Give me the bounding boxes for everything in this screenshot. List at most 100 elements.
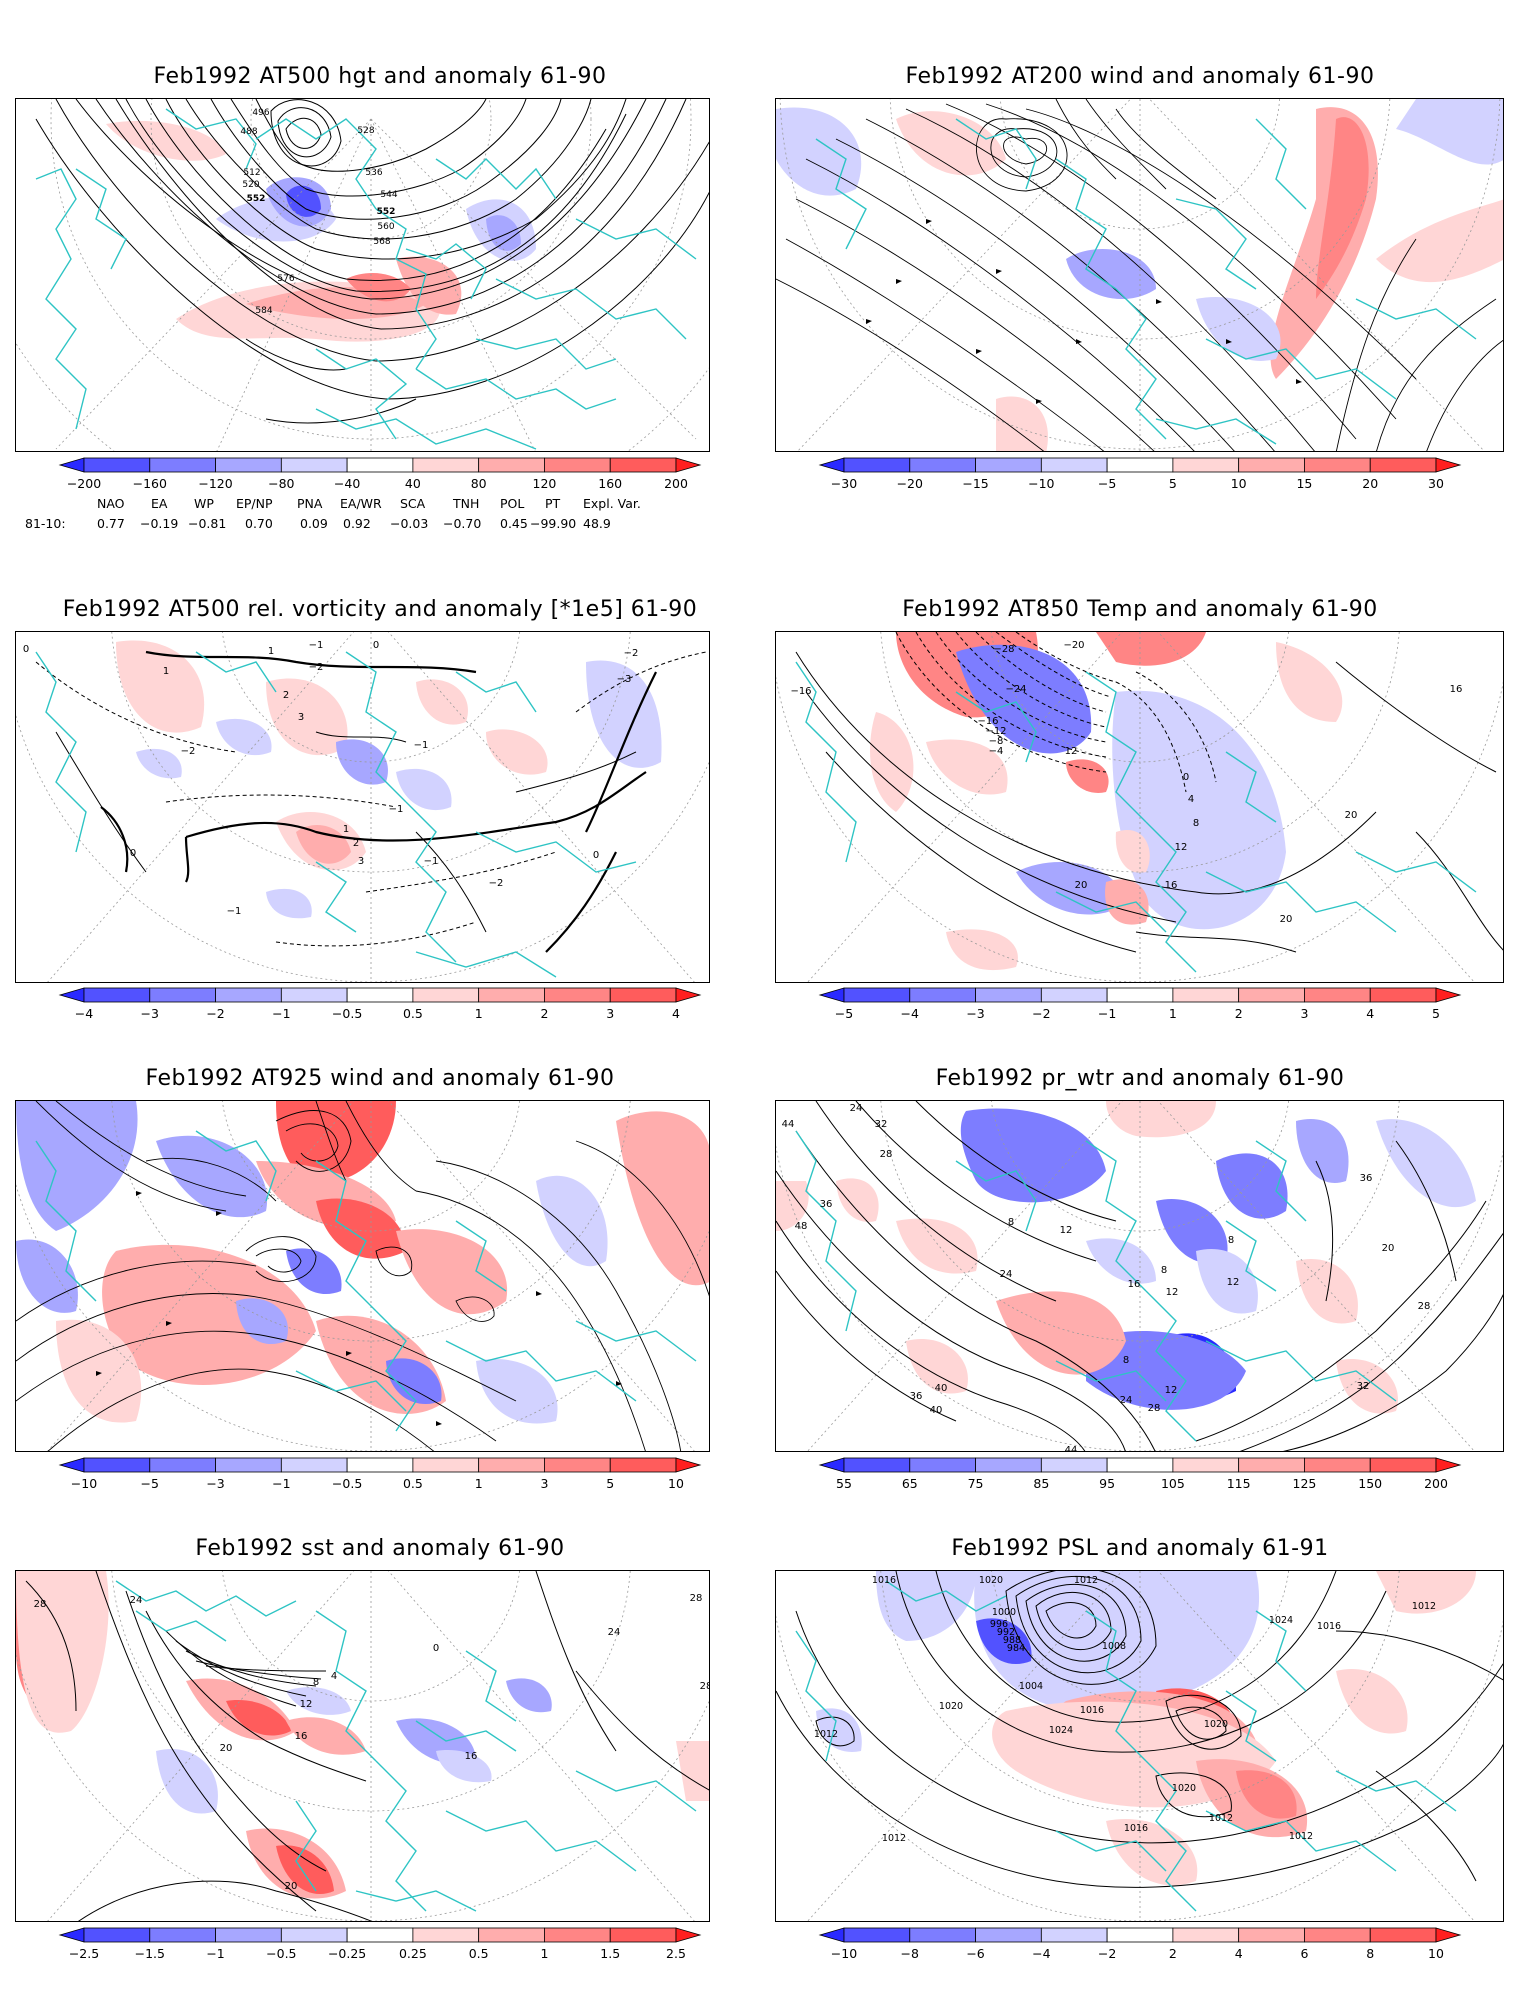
colorbar-segment [1238, 1927, 1305, 1943]
contour-label: 984 [1007, 1643, 1025, 1654]
colorbar-tick-label: −120 [198, 476, 232, 491]
index-value: 48.9 [583, 516, 611, 531]
colorbar-segment [1369, 1927, 1437, 1943]
colorbar-tick-label: 5 [1432, 1006, 1440, 1021]
colorbar-tick-label: −4 [75, 1006, 93, 1021]
contour-label: 1012 [814, 1729, 838, 1740]
contour-label: 1012 [1074, 1575, 1098, 1586]
contour-label: 544 [380, 190, 397, 200]
contour-label: 992 [997, 1627, 1015, 1638]
colorbar-segment [544, 1927, 611, 1943]
contour-label: 496 [252, 108, 269, 118]
colorbar-tick-label: −20 [897, 476, 923, 491]
colorbar-segment [215, 987, 282, 1003]
colorbar-segment [412, 1927, 480, 1943]
contour-label: 528 [357, 126, 374, 136]
colorbar-tick-label: 85 [1033, 1476, 1049, 1491]
colorbar-tick-label: −10 [71, 1476, 97, 1491]
colorbar-end-right [675, 1457, 702, 1473]
colorbar-svg: −5 −4 −3 −2 −1 1 2 3 4 5 [818, 987, 1462, 1021]
colorbar-segment [1238, 987, 1305, 1003]
contour-label: 0 [593, 850, 599, 861]
contour-label: −1 [424, 856, 439, 867]
contour-label: 1016 [1124, 1823, 1148, 1834]
colorbar-segment [149, 1457, 216, 1473]
index-header: EA/WR [340, 496, 382, 511]
contour-label: −2 [489, 878, 504, 889]
colorbar-segment [1304, 1457, 1371, 1473]
colorbar-svg: −4 −3 −2 −1 −0.5 0.5 1 2 3 4 [58, 987, 702, 1021]
colorbar-segment [609, 1457, 677, 1473]
contour-label: 0 [373, 640, 379, 651]
contour-label: 32 [1357, 1381, 1370, 1392]
contour-label: 24 [850, 1103, 863, 1114]
colorbar-segment [843, 987, 911, 1003]
colorbar-end-right [675, 457, 702, 473]
index-header: Expl. Var. [583, 496, 641, 511]
colorbar-tick-label: 0.5 [469, 1946, 489, 1961]
colorbar-svg: −200 −160 −120 −80 −40 40 80 120 160 200 [58, 457, 702, 491]
colorbar-svg: −10 −5 −3 −1 −0.5 0.5 1 3 5 10 [58, 1457, 702, 1491]
colorbar-tick-label: 65 [902, 1476, 918, 1491]
contour-label: 12 [1065, 746, 1078, 757]
contour-label: 20 [285, 1881, 298, 1892]
colorbar-end-right [1435, 457, 1462, 473]
colorbar-tick-label: 1 [540, 1946, 548, 1961]
colorbar-segment [346, 987, 414, 1003]
contour-label: −1 [309, 640, 324, 651]
colorbar-segment [1106, 457, 1174, 473]
contour-label: 36 [910, 1391, 923, 1402]
colorbar-tick-label: −1 [272, 1476, 290, 1491]
contour-label: 0 [433, 1643, 439, 1654]
contour-label: 20 [1382, 1243, 1395, 1254]
colorbar-tick-label: −40 [334, 476, 360, 491]
contour-label: 1020 [939, 1701, 963, 1712]
contour-label: 24 [1120, 1395, 1133, 1406]
panel-title: Feb1992 AT925 wind and anomaly 61-90 [145, 1066, 615, 1091]
colorbar-tick-label: 2 [1169, 1946, 1177, 1961]
index-header: WP [194, 496, 214, 511]
colorbar-tick-label: 200 [1424, 1476, 1448, 1491]
contour-label: 12 [1227, 1277, 1240, 1288]
contour-label: 536 [365, 168, 382, 178]
index-value: 0.77 [97, 516, 125, 531]
contour-label: 24 [1000, 1269, 1013, 1280]
contour-label: 1 [163, 666, 169, 677]
index-header: POL [500, 496, 525, 511]
colorbar-segment [909, 1457, 976, 1473]
colorbar: −5 −4 −3 −2 −1 1 2 3 4 5 [818, 987, 1462, 1024]
colorbar-tick-label: 10 [1231, 476, 1247, 491]
colorbar-tick-label: −200 [67, 476, 101, 491]
colorbar-end-left [818, 457, 845, 473]
contour-label: 16 [465, 1751, 478, 1762]
colorbar: −4 −3 −2 −1 −0.5 0.5 1 2 3 4 [58, 987, 702, 1024]
colorbar-tick-label: −5 [1098, 476, 1116, 491]
contour-label: 0 [1183, 772, 1189, 783]
colorbar-tick-label: −10 [1028, 476, 1054, 491]
panel-title: Feb1992 AT500 hgt and anomaly 61-90 [153, 64, 607, 89]
colorbar-svg: −10 −8 −6 −4 −2 2 4 6 8 10 [818, 1927, 1462, 1961]
colorbar-tick-label: −8 [901, 1946, 919, 1961]
contour-label: −16 [790, 686, 811, 697]
colorbar-tick-label: 8 [1366, 1946, 1374, 1961]
colorbar-tick-label: 3 [606, 1006, 614, 1021]
colorbar-segment [1238, 1457, 1305, 1473]
colorbar-tick-label: 4 [1235, 1946, 1243, 1961]
colorbar-tick-label: −1.5 [135, 1946, 165, 1961]
map-wind200 [775, 98, 1504, 452]
colorbar-segment [1172, 1457, 1240, 1473]
colorbar-segment [909, 1927, 976, 1943]
colorbar-segment [1304, 457, 1371, 473]
contour-label: 4 [1188, 794, 1194, 805]
colorbar-segment [1040, 1927, 1108, 1943]
colorbar-segment [909, 457, 976, 473]
colorbar-tick-label: 115 [1227, 1476, 1251, 1491]
colorbar-segment [609, 987, 677, 1003]
contour-label: 584 [255, 306, 272, 316]
panel-title: Feb1992 sst and anomaly 61-90 [195, 1536, 565, 1561]
colorbar-segment [1040, 457, 1108, 473]
panel-psl: Feb1992 PSL and anomaly 61-91 [760, 1480, 1520, 2000]
colorbar-tick-label: −1 [206, 1946, 224, 1961]
panel-title: Feb1992 AT500 rel. vorticity and anomaly… [62, 597, 698, 622]
contour-label: 1020 [1204, 1719, 1228, 1730]
